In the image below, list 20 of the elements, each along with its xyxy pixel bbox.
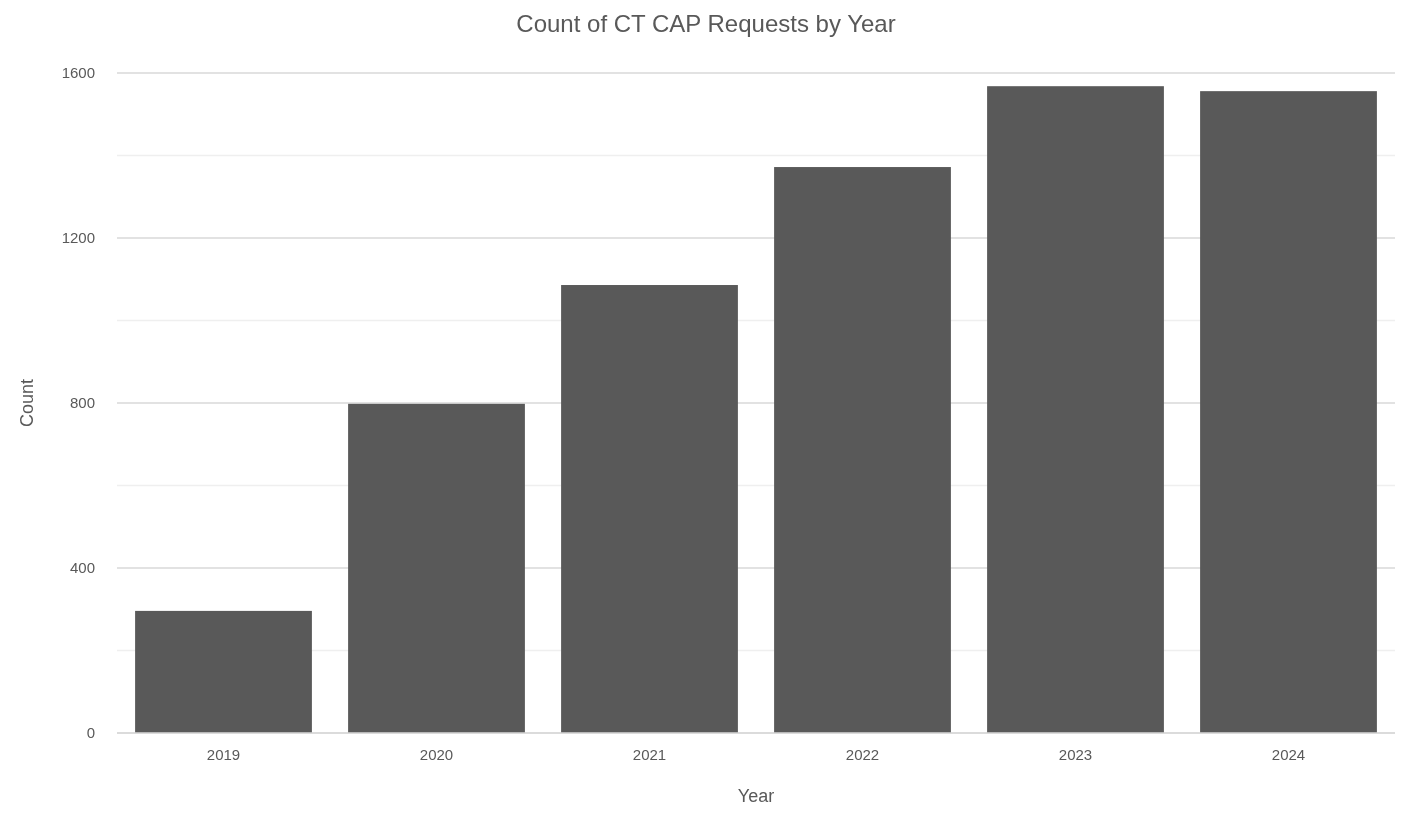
- bar: [774, 167, 951, 733]
- x-tick-label: 2022: [845, 746, 880, 763]
- y-tick-label: 1200: [61, 229, 95, 247]
- x-axis-title: Year: [737, 786, 775, 806]
- x-tick-label: 2019: [206, 746, 241, 763]
- bar: [987, 86, 1164, 733]
- y-axis-title: Count: [17, 378, 37, 428]
- y-tick-label: 1600: [61, 64, 95, 82]
- x-tick-label: 2021: [632, 746, 667, 763]
- bar: [561, 285, 738, 733]
- y-tick-label: 0: [86, 724, 95, 742]
- y-tick-label: 800: [69, 394, 95, 412]
- bar: [135, 610, 312, 733]
- x-tick-label: 2020: [419, 746, 454, 763]
- bar: [348, 403, 525, 733]
- chart-title: Count of CT CAP Requests by Year: [516, 10, 896, 37]
- x-tick-label: 2024: [1271, 746, 1306, 763]
- x-tick-label: 2023: [1058, 746, 1093, 763]
- bar: [1200, 91, 1377, 733]
- y-tick-label: 400: [69, 559, 95, 577]
